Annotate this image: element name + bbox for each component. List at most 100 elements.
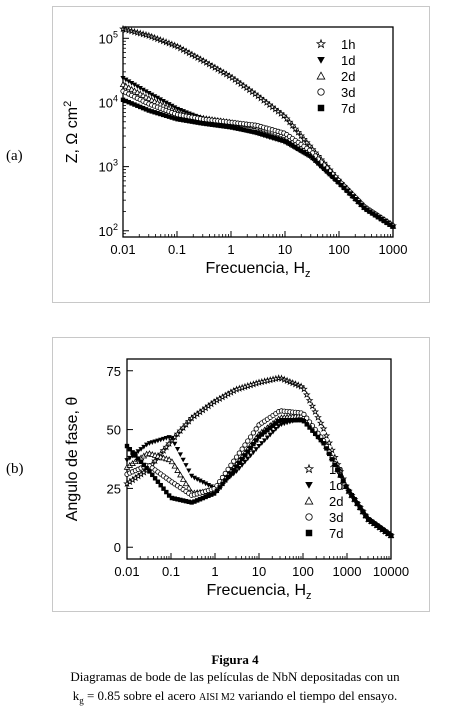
- data-point: [158, 437, 164, 443]
- data-point: [282, 114, 291, 123]
- x-tick-label: 10: [278, 242, 292, 257]
- data-point: [227, 124, 232, 130]
- data-point: [373, 213, 378, 218]
- caption-text-a: = 0.85 sobre el acero: [83, 688, 199, 703]
- data-point: [164, 489, 169, 495]
- data-point: [242, 442, 248, 448]
- data-point: [329, 457, 335, 462]
- data-point: [258, 131, 264, 136]
- data-point: [383, 529, 388, 534]
- data-point: [166, 435, 172, 440]
- data-point: [170, 41, 179, 49]
- x-tick-label: 1000: [379, 242, 408, 257]
- data-point: [280, 111, 288, 120]
- data-point: [155, 110, 160, 116]
- data-point: [291, 124, 300, 133]
- data-point: [304, 151, 310, 157]
- data-point: [248, 445, 253, 451]
- data-point: [209, 122, 215, 127]
- legend-marker-1h: [303, 463, 315, 474]
- data-point: [294, 381, 303, 389]
- data-point: [284, 417, 290, 423]
- data-point: [168, 458, 176, 465]
- data-point: [130, 450, 135, 455]
- data-point: [122, 82, 130, 89]
- y-tick-label: 25: [107, 481, 121, 496]
- data-point: [302, 138, 311, 146]
- data-point: [158, 482, 163, 488]
- legend-label-2d: 2d: [329, 494, 343, 509]
- data-point: [314, 413, 322, 421]
- data-point: [231, 467, 236, 473]
- data-point: [256, 434, 262, 439]
- panel-label-a: (a): [6, 148, 23, 164]
- caption-k: k: [72, 688, 80, 703]
- x-tick-label: 100: [292, 564, 314, 579]
- data-point: [276, 419, 281, 424]
- data-point: [352, 497, 357, 502]
- data-point: [293, 144, 298, 150]
- data-point: [166, 493, 172, 498]
- legend-marker-2d: [316, 71, 326, 80]
- data-point: [140, 105, 146, 111]
- data-point: [154, 95, 161, 101]
- data-point: [134, 88, 141, 95]
- x-tick-label: 100: [328, 242, 350, 257]
- data-point: [185, 484, 193, 491]
- data-point: [165, 456, 173, 463]
- data-point: [390, 224, 396, 229]
- data-point: [327, 451, 332, 457]
- data-point: [215, 123, 220, 128]
- data-point: [216, 66, 225, 75]
- data-point: [338, 473, 343, 478]
- data-point: [138, 459, 144, 465]
- legend-label-3d: 3d: [341, 85, 355, 100]
- data-point: [273, 421, 279, 426]
- data-point: [261, 132, 266, 137]
- data-point: [264, 133, 269, 138]
- data-point: [387, 222, 393, 227]
- x-tick-label: 1: [211, 564, 218, 579]
- data-point: [321, 441, 326, 446]
- data-point: [236, 450, 242, 456]
- data-point: [160, 98, 166, 104]
- data-point: [339, 182, 344, 188]
- legend-label-1h: 1h: [341, 37, 355, 52]
- legend-label-7d: 7d: [329, 526, 343, 541]
- data-point: [296, 417, 301, 423]
- data-point: [160, 436, 167, 442]
- y-tick-label: 50: [107, 423, 121, 438]
- data-point: [177, 452, 183, 458]
- data-point: [359, 202, 364, 208]
- data-point: [300, 385, 308, 393]
- data-point: [341, 185, 347, 191]
- data-point: [183, 498, 189, 504]
- data-point: [298, 417, 304, 423]
- data-point: [300, 135, 308, 143]
- data-point: [134, 84, 140, 90]
- data-point: [166, 102, 172, 107]
- y-tick-label: 104: [99, 93, 118, 110]
- data-point: [305, 396, 314, 404]
- data-point: [291, 380, 300, 388]
- data-point: [151, 456, 159, 465]
- data-point: [219, 68, 228, 76]
- data-point: [310, 428, 315, 433]
- bode-phase-chart: 0.01 0.1 1 10 100 1000 10000 0 25 50 75 Frecuencia,…: [64, 358, 409, 602]
- data-point: [147, 469, 152, 474]
- data-point: [129, 81, 135, 86]
- data-point: [374, 523, 380, 528]
- data-point: [311, 407, 320, 416]
- data-point: [161, 112, 166, 118]
- data-point: [356, 199, 361, 205]
- panel-label-b: (b): [6, 461, 24, 477]
- data-point: [208, 61, 216, 70]
- data-point: [312, 431, 318, 437]
- data-point: [278, 422, 285, 428]
- data-point: [282, 417, 287, 423]
- data-point: [360, 509, 366, 514]
- data-point: [120, 97, 126, 103]
- data-point: [195, 120, 200, 125]
- data-point: [264, 435, 271, 441]
- data-point: [145, 31, 153, 39]
